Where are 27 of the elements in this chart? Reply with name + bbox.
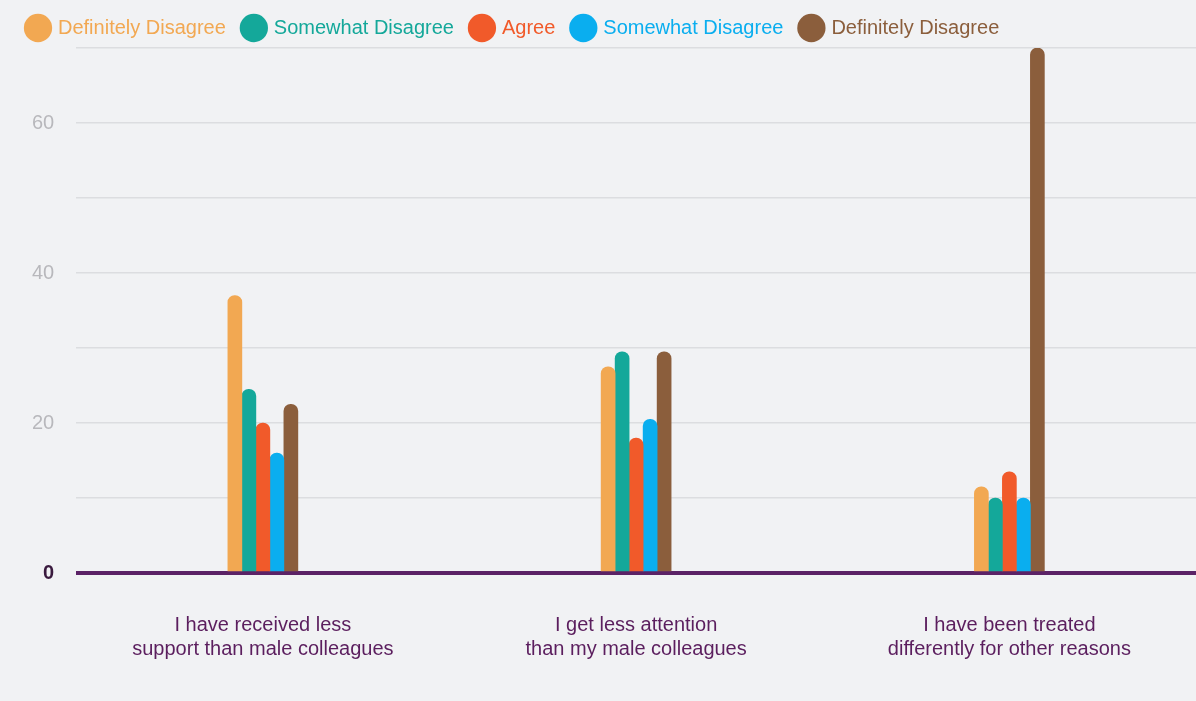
x-tick-label: I have been treated differently for other reasons [887,612,1131,659]
bar [283,403,299,572]
y-tick-label: 0 [43,560,55,583]
x-tick-label: I have received less support than male colleagues [132,612,394,659]
bar [600,366,616,572]
legend-label: Agree [501,15,556,38]
bar [227,295,243,572]
legend-label: Somewhat Disagree [603,15,784,38]
legend-label: Definitely Disagree [831,15,1000,38]
bar [1030,48,1045,572]
bar [255,422,271,572]
bar [614,351,630,572]
bar [1002,471,1017,572]
bar [628,437,644,572]
bar [1016,497,1031,572]
bar [269,452,285,572]
bar [656,351,672,572]
y-tick-label: 40 [32,260,55,283]
bar [642,418,658,572]
y-tick-label: 60 [32,110,55,133]
x-tick-label: I get less attention than my male colleagues [525,612,747,659]
legend-label: Definitely Disagree [58,15,226,38]
bar [974,486,989,572]
bar [241,388,257,572]
legend-label: Somewhat Disagree [273,15,454,38]
bar [988,497,1003,572]
y-tick-label: 20 [32,410,55,433]
